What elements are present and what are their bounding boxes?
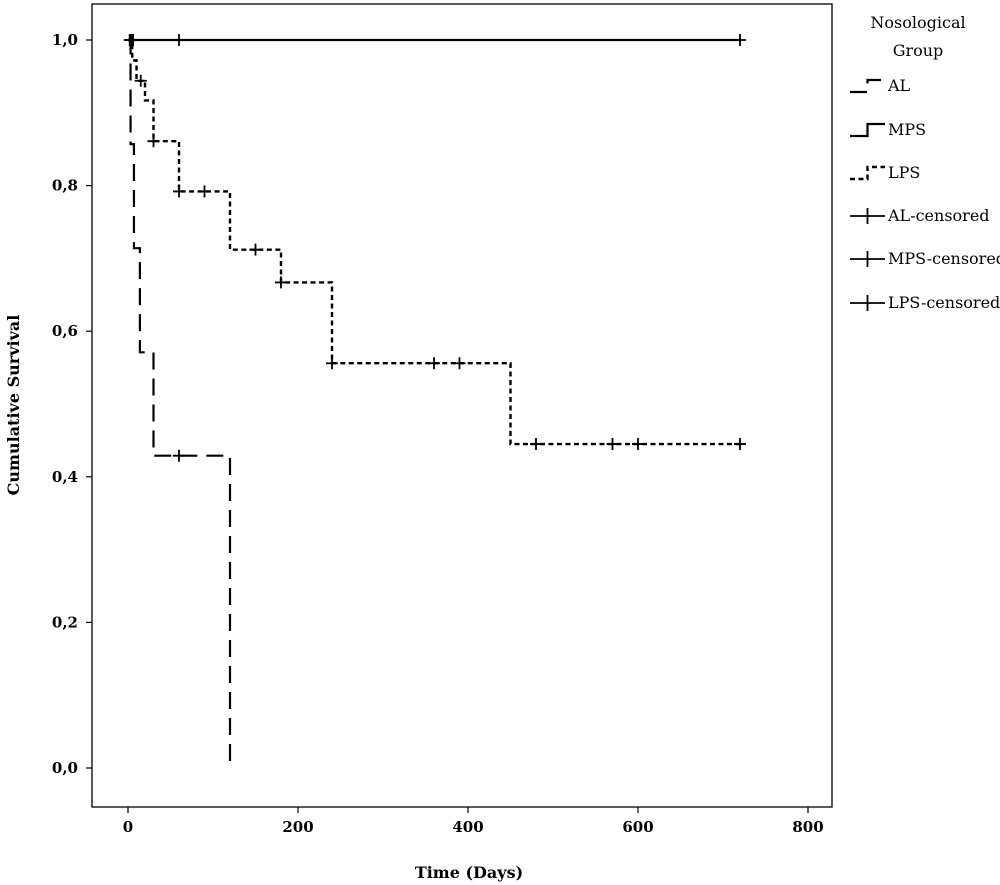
censor-mark-mps — [173, 34, 185, 46]
legend-symbol-censored — [850, 251, 885, 267]
series-line-lps — [128, 38, 740, 446]
legend-label: MPS-censored — [888, 249, 1000, 268]
legend-symbol-censored — [850, 295, 885, 311]
censor-mark-lps — [428, 357, 440, 370]
legend-label: AL-censored — [887, 206, 990, 225]
censor-mark-al — [173, 449, 185, 462]
legend-symbol-mps — [850, 122, 885, 138]
censor-mark-mps — [734, 34, 746, 46]
censor-mark-lps — [606, 438, 619, 451]
x-tick-label: 200 — [282, 818, 313, 836]
y-tick-label: 0,4 — [52, 468, 78, 486]
x-tick-label: 600 — [622, 818, 653, 836]
x-tick-label: 800 — [792, 818, 823, 836]
plot-area: 0 200 400 600 800 0,0 0,2 0,4 0,6 0,8 1,0 — [52, 3, 833, 836]
censor-mark-lps — [134, 74, 147, 87]
x-axis-title: Time (Days) — [415, 863, 523, 882]
y-tick-label: 1,0 — [52, 31, 78, 49]
censor-mark-lps — [530, 438, 542, 451]
censor-mark-lps — [453, 357, 466, 370]
x-tick-label: 400 — [452, 818, 483, 836]
plot-frame — [91, 3, 833, 808]
censor-mark-lps — [249, 243, 262, 256]
legend-symbol-lps — [850, 165, 885, 181]
censor-mark-lps — [734, 438, 746, 451]
y-axis-title: Cumulative Survival — [4, 315, 23, 496]
legend-title-line-1: Nosological — [870, 13, 965, 32]
x-tick-label: 0 — [123, 818, 133, 836]
censor-mark-lps — [173, 185, 185, 198]
censor-mark-lps — [198, 185, 211, 198]
legend-symbol-al — [850, 78, 885, 94]
legend-label: LPS — [888, 163, 920, 182]
y-tick-label: 0,8 — [52, 177, 78, 195]
y-tick-label: 0,6 — [52, 322, 78, 340]
series-line-al — [128, 38, 232, 768]
censor-mark-lps — [275, 276, 287, 289]
legend-label: AL — [887, 76, 911, 95]
legend-title-line-2: Group — [893, 41, 944, 60]
censor-mark-lps — [147, 135, 160, 148]
censor-mark-lps — [632, 438, 644, 451]
censor-mark-lps — [125, 34, 138, 46]
censor-mark-lps — [326, 357, 338, 370]
legend-symbol-censored — [850, 208, 885, 224]
legend-label: LPS-censored — [888, 293, 1000, 312]
y-tick-label: 0,2 — [52, 613, 78, 631]
legend: Nosological Group AL MPS LPS AL-censored MPS-c… — [850, 13, 1000, 312]
y-tick-label: 0,0 — [52, 759, 78, 777]
legend-label: MPS — [888, 120, 926, 139]
